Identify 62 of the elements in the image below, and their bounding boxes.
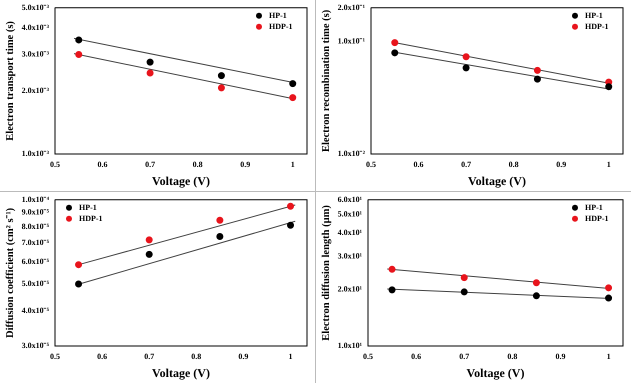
y-tick-label: 2.0x10¹ [338, 284, 363, 294]
y-tick-label: 4.0x10⁻³ [22, 23, 50, 32]
legend-label: HP-1 [79, 202, 97, 212]
y-tick-label: 1.0x10¹ [338, 341, 363, 350]
y-axis-title: Diffusion coefficient (cm² s⁻¹) [5, 207, 16, 338]
x-axis-title: Voltage (V) [152, 366, 210, 380]
legend-label: HDP-1 [79, 214, 103, 223]
x-tick-label: 0.7 [144, 352, 154, 361]
x-tick-label: 0.9 [555, 352, 566, 361]
y-tick-label: 8.0x10⁻⁵ [22, 222, 50, 231]
x-tick-label: 1 [288, 352, 293, 361]
y-tick-label: 3.0x10⁻⁵ [22, 341, 50, 350]
x-tick-label: 0.9 [238, 352, 248, 361]
y-tick-label: 5.0x10⁻³ [22, 2, 50, 12]
y-tick-label: 5.0x10¹ [338, 210, 363, 219]
x-tick-label: 0.8 [192, 160, 203, 169]
x-tick-label: 0.5 [50, 160, 60, 169]
legend-label: HP-1 [585, 10, 603, 20]
x-tick-label: 0.6 [97, 352, 108, 361]
x-tick-label: 0.9 [556, 160, 566, 169]
y-tick-label: 4.0x10⁻⁵ [22, 306, 50, 316]
x-axis-title: Voltage (V) [468, 174, 526, 188]
x-tick-label: 0.8 [507, 352, 518, 361]
legend-label: HDP-1 [269, 22, 293, 31]
x-axis-title: Voltage (V) [152, 174, 210, 188]
x-tick-label: 1 [606, 160, 611, 169]
x-tick-label: 0.6 [98, 160, 108, 169]
x-tick-label: 0.8 [191, 352, 202, 361]
x-tick-label: 0.8 [508, 160, 519, 169]
legend-label: HP-1 [269, 10, 287, 20]
y-tick-label: 1.0x10⁻³ [22, 149, 50, 158]
y-tick-label: 1.0x10⁻⁴ [22, 194, 50, 204]
x-tick-label: 0.5 [363, 352, 373, 361]
x-axis-title: Voltage (V) [466, 366, 524, 380]
y-tick-label: 3.0x10¹ [338, 251, 363, 260]
x-tick-label: 1 [290, 160, 295, 169]
y-axis-title: Electron diffusion length (µm) [321, 204, 332, 341]
y-tick-label: 4.0x10¹ [338, 228, 363, 237]
x-tick-label: 0.5 [366, 160, 376, 169]
y-tick-label: 6.0x10¹ [338, 194, 363, 204]
x-tick-label: 1 [606, 352, 611, 361]
y-tick-label: 3.0x10⁻³ [22, 49, 50, 58]
x-tick-label: 0.9 [240, 160, 250, 169]
y-tick-label: 9.0x10⁻⁵ [22, 208, 50, 217]
y-tick-label: 5.0x10⁻⁵ [22, 279, 50, 288]
y-tick-label: 1.0x10⁻¹ [338, 36, 366, 46]
y-axis-title: Electron transport time (s) [5, 20, 16, 141]
legend-label: HP-1 [585, 202, 603, 212]
y-tick-label: 7.0x10⁻⁵ [22, 238, 50, 248]
x-tick-label: 0.6 [414, 160, 424, 169]
x-tick-label: 0.6 [411, 352, 422, 361]
legend-label: HDP-1 [585, 22, 609, 31]
y-tick-label: 2.0x10⁻³ [22, 86, 50, 96]
y-tick-label: 6.0x10⁻⁵ [22, 256, 50, 266]
y-tick-label: 2.0x10⁻¹ [338, 2, 366, 12]
x-tick-label: 0.7 [461, 160, 472, 169]
x-tick-label: 0.7 [459, 352, 470, 361]
y-tick-label: 1.0x10⁻² [338, 149, 366, 158]
x-tick-label: 0.7 [145, 160, 156, 169]
legend-label: HDP-1 [585, 214, 609, 223]
x-tick-label: 0.5 [50, 352, 60, 361]
y-axis-title: Electron recombination time (s) [321, 9, 332, 152]
